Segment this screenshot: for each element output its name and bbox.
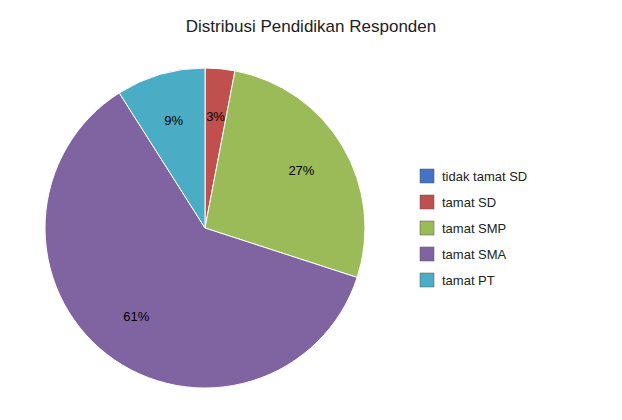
chart: Distribusi Pendidikan Responden 3% 27% 61% 9… bbox=[0, 0, 622, 420]
data-label: 3% bbox=[206, 109, 225, 124]
chart-container: Distribusi Pendidikan Responden 3% 27% 61% 9… bbox=[0, 0, 622, 420]
data-label: 27% bbox=[288, 163, 314, 178]
title: Distribusi Pendidikan Responden bbox=[186, 17, 436, 36]
legend-swatch bbox=[420, 195, 434, 209]
legend-label: tamat PT bbox=[442, 273, 495, 288]
legend-swatch bbox=[420, 247, 434, 261]
data-label: 9% bbox=[164, 113, 183, 128]
pie-slice bbox=[119, 68, 205, 228]
legend-label: tamat SD bbox=[442, 195, 496, 210]
data-labels: 3% 27% 61% 9% bbox=[123, 109, 315, 324]
data-label: 61% bbox=[123, 309, 149, 324]
pie bbox=[45, 68, 365, 388]
legend-swatch bbox=[420, 169, 434, 183]
legend-label: tamat SMA bbox=[442, 247, 507, 262]
legend-label: tamat SMP bbox=[442, 221, 506, 236]
legend-swatch bbox=[420, 273, 434, 287]
legend-swatch bbox=[420, 221, 434, 235]
legend: tidak tamat SD tamat SD tamat SMP tamat SMA… bbox=[420, 169, 527, 288]
legend-label: tidak tamat SD bbox=[442, 169, 527, 184]
